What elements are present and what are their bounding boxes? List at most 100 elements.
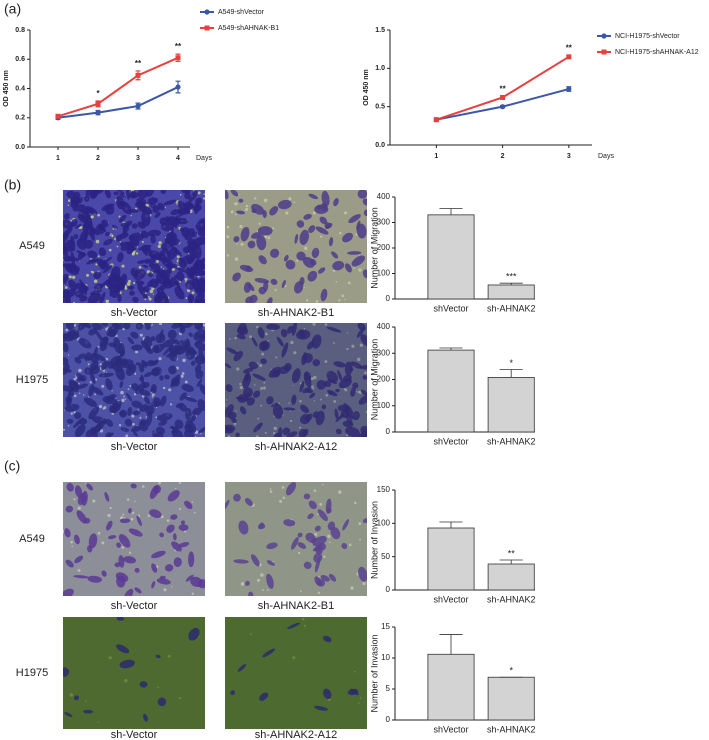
speckle — [63, 428, 66, 431]
x-tick-label: shVector — [433, 303, 468, 313]
cell — [116, 195, 125, 210]
cell — [79, 285, 88, 293]
image-caption: sh-Vector — [111, 307, 158, 319]
cell — [303, 493, 311, 500]
cell — [162, 338, 176, 348]
cell — [251, 232, 261, 239]
speckle — [130, 214, 132, 217]
cell — [63, 220, 74, 229]
bar — [487, 676, 535, 721]
cell — [100, 340, 109, 352]
speckle — [163, 588, 167, 592]
cell — [195, 329, 205, 340]
y-axis-label: Number of Invasion — [369, 634, 379, 712]
cell — [108, 342, 117, 348]
cell — [266, 560, 275, 566]
cell — [77, 323, 90, 331]
speckle — [236, 367, 240, 371]
point — [566, 86, 572, 92]
y-tick-label: 150 — [377, 485, 391, 494]
point — [135, 103, 141, 109]
cell — [68, 379, 79, 393]
significance: ** — [499, 84, 506, 93]
cell — [63, 357, 69, 366]
cell — [278, 199, 292, 210]
cell — [116, 644, 130, 654]
cell — [362, 269, 367, 279]
speckle — [262, 386, 267, 390]
cell — [257, 226, 273, 236]
cell — [302, 256, 315, 268]
cell — [194, 292, 205, 303]
cell — [87, 575, 103, 583]
cell — [128, 507, 132, 514]
cell — [105, 378, 113, 391]
micrograph — [63, 190, 205, 303]
speckle — [296, 259, 299, 262]
cell — [328, 573, 337, 582]
cell — [348, 214, 361, 224]
cell — [237, 664, 247, 672]
cell — [268, 366, 282, 378]
x-tick-label: shVector — [433, 594, 468, 604]
speckle — [133, 281, 136, 285]
cell — [101, 323, 108, 327]
cell — [118, 349, 125, 356]
cell — [272, 404, 284, 419]
speckle — [97, 531, 101, 535]
speckle — [203, 193, 205, 195]
y-tick-label: 100 — [377, 269, 391, 278]
speckle — [359, 697, 362, 699]
cell — [296, 251, 306, 261]
cell — [66, 190, 76, 199]
speckle — [182, 358, 186, 363]
cell — [167, 329, 177, 340]
cell — [225, 404, 234, 418]
cell — [188, 627, 200, 641]
cell — [342, 519, 350, 531]
micrograph-content — [63, 190, 205, 303]
cell — [130, 429, 139, 437]
cell — [81, 490, 88, 506]
cell — [178, 524, 189, 531]
speckle — [131, 252, 135, 256]
y-tick-label: 0 — [386, 715, 391, 724]
cell — [164, 374, 170, 380]
speckle — [263, 381, 266, 384]
y-tick-label: 0 — [386, 294, 391, 303]
significance: * — [509, 666, 513, 676]
cell — [337, 369, 343, 382]
cell — [66, 418, 74, 424]
cell — [181, 384, 194, 392]
speckle — [358, 268, 362, 272]
speckle — [259, 364, 263, 368]
cell — [166, 262, 174, 270]
cell — [176, 270, 185, 282]
cell — [360, 425, 367, 437]
cell — [334, 408, 339, 420]
cell — [260, 358, 267, 365]
legend-marker — [601, 33, 607, 39]
error-bar — [439, 208, 463, 215]
series-line — [57, 56, 179, 118]
speckle — [228, 338, 231, 340]
cell — [124, 588, 134, 596]
speckle — [77, 506, 81, 510]
cell — [266, 323, 280, 331]
cell — [90, 289, 103, 296]
cell — [226, 347, 238, 355]
error-bar — [439, 521, 463, 528]
row-label: H1975 — [16, 374, 48, 386]
cell — [141, 420, 147, 426]
speckle — [64, 286, 68, 289]
speckle — [357, 702, 360, 705]
cell — [84, 367, 92, 375]
speckle — [133, 250, 136, 253]
speckle — [359, 538, 361, 541]
cell — [76, 510, 87, 524]
cell — [65, 559, 74, 568]
speckle — [226, 235, 230, 239]
cell — [166, 524, 175, 533]
cell — [77, 377, 82, 382]
cell — [101, 360, 109, 371]
